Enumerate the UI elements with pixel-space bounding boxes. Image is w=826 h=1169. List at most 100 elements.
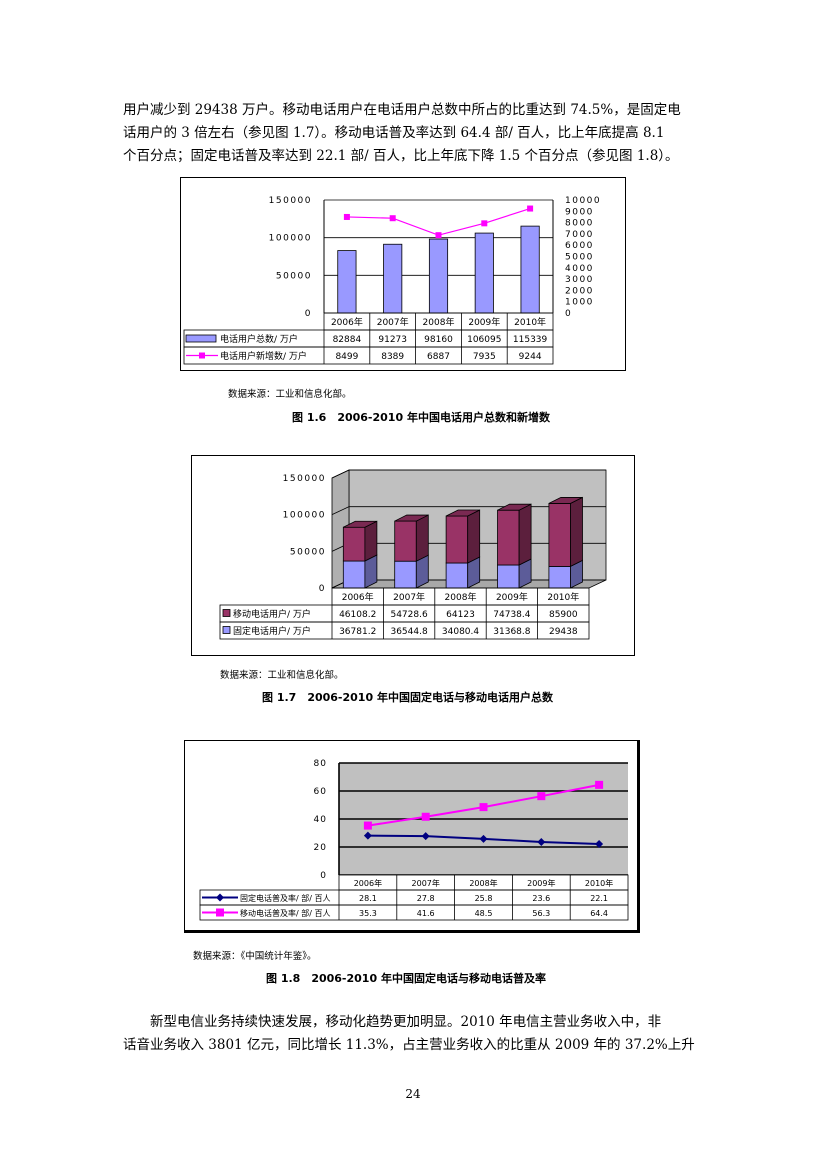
table-value: 74738.4 [493,610,530,620]
chart-2-source: 数据来源：工业和信息化部。 [220,670,344,681]
bar [337,250,357,314]
legend-label: 固定电话用户/ 万户 [233,625,311,637]
table-value: 41.6 [417,909,435,918]
outro-line: 新型电信业务持续快速发展，移动化趋势更加明显。2010 年电信主营业务收入中，非 [123,1014,662,1030]
chart-2-frame: 0 50000 100000 150000 2006年 2007年 2008年 2009年 20… [191,455,635,656]
bar-side [518,503,532,566]
table-value: 56.3 [532,909,550,918]
y-axis-tick-label: 50000 [290,547,326,557]
legend-label: 移动电话普及率/ 部/ 百人 [240,908,330,918]
right-axis-tick-label: 4000 [565,264,594,274]
legend-label: 固定电话普及率/ 部/ 百人 [240,893,330,903]
legend-key [185,334,217,343]
line-point [479,834,488,843]
table-value: 27.8 [417,894,435,903]
right-axis-tick-label: 0 [565,309,572,319]
chart-3-source: 数据来源：《中国统计年鉴》。 [193,951,317,962]
line-point [343,213,350,220]
series-line [346,207,531,236]
chart-2: 0 50000 100000 150000 2006年 2007年 2008年 2009年 20… [219,469,607,640]
right-axis-tick-label: 5000 [565,253,594,263]
page-number: 24 [405,1087,421,1101]
intro-line: 用户减少到 29438 万户。移动电话用户在电话用户总数中所占的比重达到 74.… [123,102,681,118]
table-value: 31368.8 [493,627,530,637]
line-point [537,792,546,801]
bar-front [342,560,366,589]
chart-3-frame: 0 20 40 60 80 2006年 2007年 2008年 2009年 2010年 28.1 27… [184,740,640,933]
right-axis-tick-label: 3000 [565,275,594,285]
table-value: 98160 [424,335,453,345]
table-row [199,904,629,921]
line-point [481,220,488,227]
table-value: 115339 [513,335,548,345]
bar-front [445,515,469,564]
legend-label: 移动电话用户/ 万户 [233,608,311,620]
legend-key-marker [216,908,224,917]
chart-2-caption: 图 1.7 2006-2010 年中国固定电话与移动电话用户总数 [262,691,553,704]
chart-3-caption: 图 1.8 2006-2010 年中国固定电话与移动电话普及率 [266,972,546,985]
line-point [421,832,430,841]
legend-key [222,626,231,634]
bar-side [415,514,429,562]
bar-top [497,503,532,511]
category-label: 2010年 [514,316,546,328]
bar [474,232,494,314]
table-value: 48.5 [475,909,493,918]
chart-3: 0 20 40 60 80 2006年 2007年 2008年 2009年 2010年 28.1 27… [199,759,629,921]
y-axis-tick-label: 20 [314,843,327,853]
table-value: 85900 [549,610,578,620]
table-value: 28.1 [359,894,377,903]
table-value: 64.4 [590,909,608,918]
table-value: 8499 [335,352,358,362]
bar-side [570,496,583,568]
line-point [595,780,604,789]
table-value: 106095 [467,335,501,345]
line-point [595,840,604,849]
line-point [363,831,372,840]
category-label: 2009年 [468,316,500,328]
bar-front [394,560,417,589]
y-axis-tick-label: 60 [314,787,327,797]
intro-line: 个百分点；固定电话普及率达到 22.1 部/ 百人，比上年底下降 1.5 个百分… [123,148,679,164]
y-axis-tick-label: 0 [319,584,326,594]
bar-side [364,520,378,562]
right-axis-tick-label: 2000 [565,286,594,296]
category-label: 2006年 [342,591,374,603]
line-point [527,205,534,212]
line-point [421,812,430,821]
bar-front [548,566,571,589]
bar-front [497,564,520,589]
bar-side [467,509,481,564]
bar-top [394,514,429,522]
table-value: 54728.6 [390,610,427,620]
right-axis-tick-label: 1000 [565,298,594,308]
chart-1: 0500001000001500000100020003000400050006… [183,196,600,365]
table-value: 29438 [549,627,578,637]
category-label: 2009年 [496,591,528,603]
bar-top [548,497,583,504]
line-point [479,803,488,812]
table-value: 6887 [427,352,450,362]
line-point [363,821,372,830]
left-axis-tick-label: 0 [305,309,312,319]
category-label: 2010年 [585,878,613,888]
line-point [389,215,396,222]
bar [383,243,403,314]
table-value: 46108.2 [339,610,376,620]
table-value: 34080.4 [442,627,479,637]
line-point [435,232,442,239]
outro-line: 话音业务收入 3801 亿元，同比增长 11.3%，占主营业务收入的比重从 20… [123,1037,695,1053]
table-row [183,346,554,365]
chart-1-source: 数据来源：工业和信息化部。 [228,389,352,400]
right-axis-tick-label: 8000 [565,219,594,229]
left-axis-tick-label: 50000 [276,271,312,281]
legend-key-marker [199,352,205,359]
intro-line: 话用户的 3 倍左右（参见图 1.7）。移动电话普及率达到 64.4 部/ 百人… [123,125,665,141]
table-value: 91273 [378,335,407,345]
gridline [331,469,606,479]
bar-front [342,526,366,562]
category-label: 2007年 [377,316,409,328]
y-axis-tick-label: 80 [314,759,327,769]
legend-label: 电话用户新增数/ 万户 [220,350,307,362]
right-axis-tick-label: 6000 [565,241,594,251]
